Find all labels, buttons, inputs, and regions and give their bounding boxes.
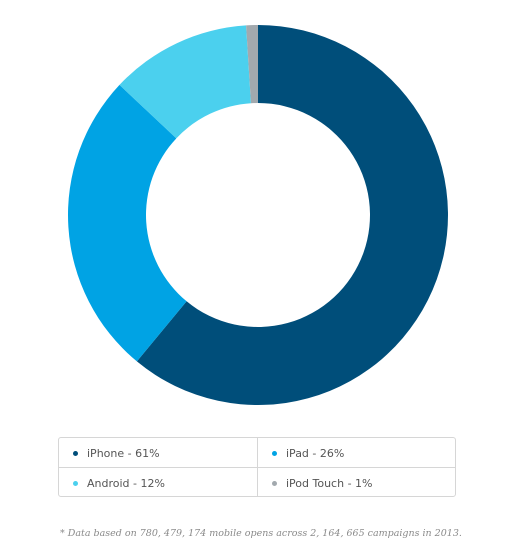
donut-slice-android [119,25,251,139]
legend-label-ipad: iPad - 26% [286,446,345,460]
legend-item-ipod-touch: iPod Touch - 1% [258,468,457,498]
legend-swatch-android [73,480,78,486]
donut-slice-ipad [67,84,187,362]
donut-slice-ipod-touch [246,25,258,104]
legend-item-ipad: iPad - 26% [258,438,457,468]
legend-label-android: Android - 12% [87,476,165,490]
legend-label-ipod-touch: iPod Touch - 1% [286,476,373,490]
donut-chart [67,25,448,405]
legend-item-iphone: iPhone - 61% [59,438,258,468]
legend-item-android: Android - 12% [59,468,258,498]
legend-swatch-iphone [73,450,78,456]
legend-label-iphone: iPhone - 61% [87,446,160,460]
legend-swatch-ipod-touch [272,480,277,486]
legend-swatch-ipad [272,450,277,456]
legend-divider-vertical [257,438,258,496]
chart-footnote: * Data based on 780, 479, 174 mobile ope… [60,528,462,539]
chart-legend: iPhone - 61% iPad - 26% Android - 12% iP… [58,437,456,497]
donut-slice-iphone [136,25,448,405]
donut-chart-svg [67,25,448,405]
